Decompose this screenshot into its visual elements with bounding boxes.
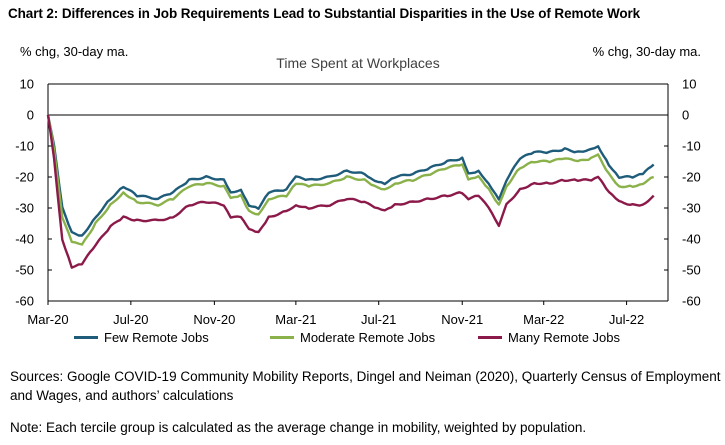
chart-subtitle: Time Spent at Workplaces [276, 55, 439, 71]
line-chart: 10 10 0 0 -10 -10 -20 -20 -30 -30 -40 -40 -50 -50 -60 -… [15, 55, 701, 327]
legend-swatch [74, 336, 98, 339]
legend-item: Many Remote Jobs [478, 330, 620, 345]
legend-label: Moderate Remote Jobs [300, 330, 436, 345]
chart-title: Chart 2: Differences in Job Requirements… [8, 6, 641, 21]
x-tick-label: Jul-20 [113, 312, 148, 327]
y-tick-label-left: -50 [15, 263, 34, 278]
right-axis-unit: % chg, 30-day ma. [592, 44, 701, 59]
y-tick-label-right: -60 [682, 294, 701, 309]
series-line-many-remote-jobs [46, 114, 655, 269]
y-tick-label-left: 10 [20, 77, 34, 92]
y-tick-label-left: -60 [15, 294, 34, 309]
legend-item: Few Remote Jobs [74, 330, 209, 345]
x-tick-label: Jul-21 [361, 312, 396, 327]
y-tick-label-left: -20 [15, 170, 34, 185]
sources-note: Sources: Google COVID-19 Community Mobil… [10, 369, 721, 403]
y-tick-label-right: -20 [682, 170, 701, 185]
y-tick-label-right: 0 [682, 108, 689, 123]
y-tick-label-right: -30 [682, 201, 701, 216]
y-tick-label-right: -10 [682, 139, 701, 154]
series-line-few-remote-jobs [46, 114, 655, 237]
legend-swatch [478, 336, 502, 339]
y-tick-label-left: -10 [15, 139, 34, 154]
footnote: Note: Each tercile group is calculated a… [10, 420, 587, 435]
x-tick-label: Nov-20 [193, 312, 235, 327]
y-tick-label-left: 0 [27, 108, 34, 123]
left-axis-unit: % chg, 30-day ma. [20, 44, 129, 59]
y-tick-label-right: 10 [682, 77, 696, 92]
chart-legend: Few Remote Jobs Moderate Remote Jobs Many … [74, 330, 694, 350]
y-tick-label-left: -40 [15, 232, 34, 247]
series-line-moderate-remote-jobs [46, 114, 655, 246]
x-tick-label: Nov-21 [441, 312, 483, 327]
y-tick-label-right: -50 [682, 263, 701, 278]
y-tick-label-right: -40 [682, 232, 701, 247]
legend-swatch [270, 336, 294, 339]
legend-item: Moderate Remote Jobs [270, 330, 435, 345]
legend-label: Few Remote Jobs [104, 330, 209, 345]
x-tick-label: Mar-20 [27, 312, 68, 327]
x-tick-label: Mar-22 [523, 312, 564, 327]
legend-label: Many Remote Jobs [508, 330, 620, 345]
x-tick-label: Jul-22 [609, 312, 644, 327]
y-tick-label-left: -30 [15, 201, 34, 216]
x-tick-label: Mar-21 [275, 312, 316, 327]
